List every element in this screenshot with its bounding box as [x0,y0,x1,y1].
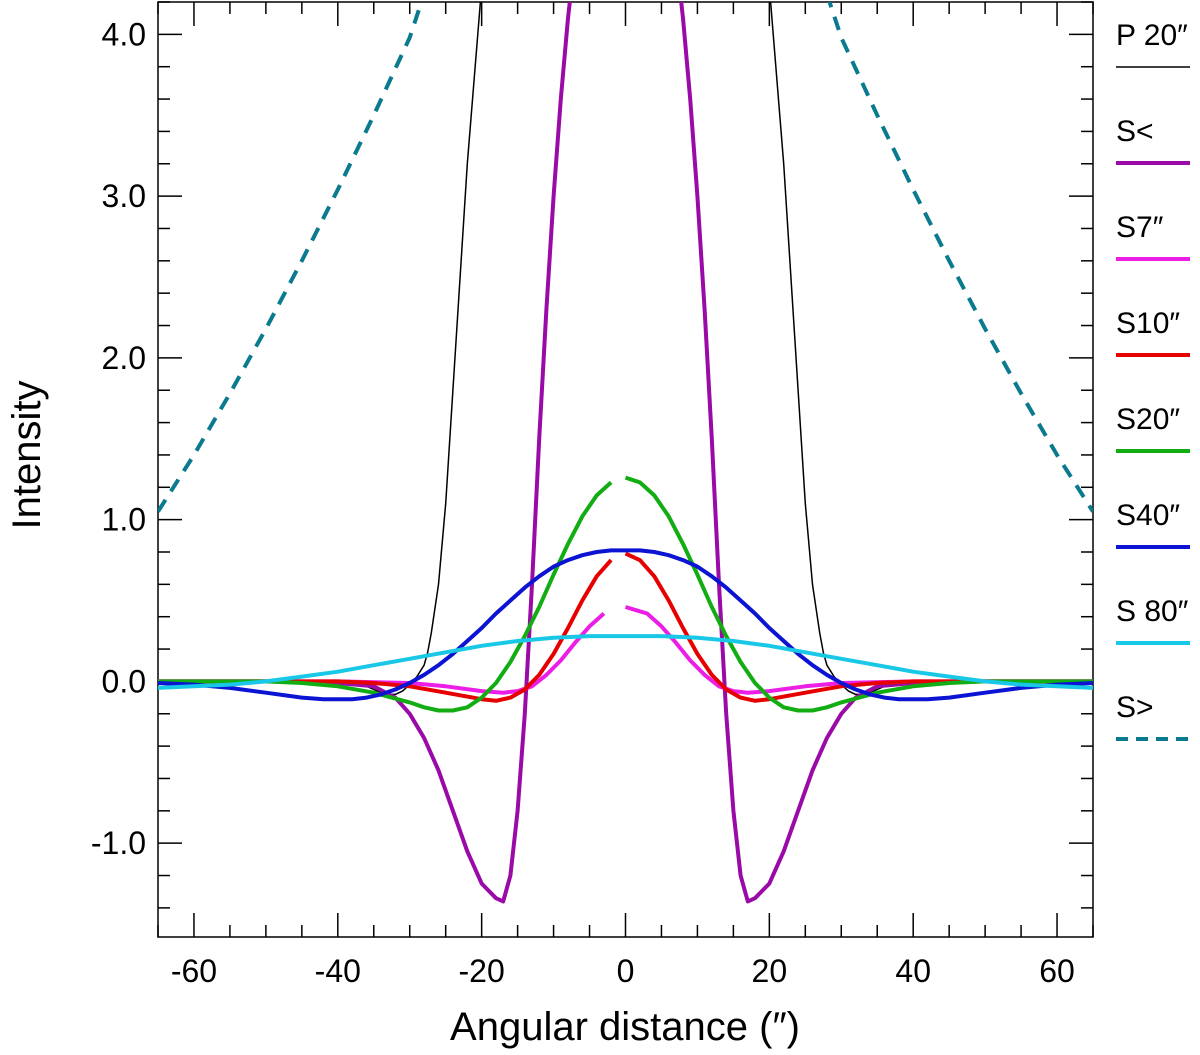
series-line-0-right [769,2,1093,696]
series-line-5 [158,548,1093,702]
y-axis-title: Intensity [5,381,49,530]
legend-label: S> [1116,691,1154,724]
series-line-7-left [158,2,424,513]
series-line-6 [158,634,1093,690]
y-tick-label: 0.0 [102,663,146,699]
y-tick-label: 2.0 [102,340,146,376]
series-lines [158,2,1093,904]
series-line-0-left [158,2,482,696]
y-tick-label: 4.0 [102,16,146,52]
legend-label: S< [1116,115,1154,148]
x-tick-label: 20 [752,953,788,989]
legend: P 20″ S< S7″ S10″ S20″ S40″ S 80″ S> [1116,19,1190,741]
series-line-1-left [158,2,572,904]
legend-label: S10″ [1116,307,1180,340]
tick-marks [157,1,1094,937]
legend-label: S20″ [1116,403,1180,436]
x-tick-label: 60 [1039,953,1075,989]
series-line-3-right [624,551,1093,703]
legend-label: P 20″ [1116,19,1188,52]
x-axis-title: Angular distance (″) [450,1005,800,1049]
axes [157,1,1094,938]
plot-frame [157,1,1094,938]
x-tick-label: 0 [617,953,635,989]
series-line-3-left [158,558,613,703]
y-tick-label: 1.0 [102,502,146,538]
legend-label: S 80″ [1116,595,1189,628]
x-tick-label: 40 [895,953,931,989]
y-tick-label: 3.0 [102,178,146,214]
legend-label: S40″ [1116,499,1180,532]
y-tick-labels: -1.0 0.0 1.0 2.0 3.0 4.0 [91,16,146,861]
x-tick-labels: -60 -40 -20 0 20 40 60 [171,953,1075,989]
x-tick-label: -40 [315,953,361,989]
series-line-4-right [624,475,1093,713]
series-line-4-left [158,480,613,713]
x-tick-label: -20 [459,953,505,989]
series-line-1-right [679,2,1093,904]
y-tick-label: -1.0 [91,825,146,861]
series-line-7-right [827,2,1093,513]
legend-label: S7″ [1116,211,1164,244]
x-tick-label: -60 [171,953,217,989]
